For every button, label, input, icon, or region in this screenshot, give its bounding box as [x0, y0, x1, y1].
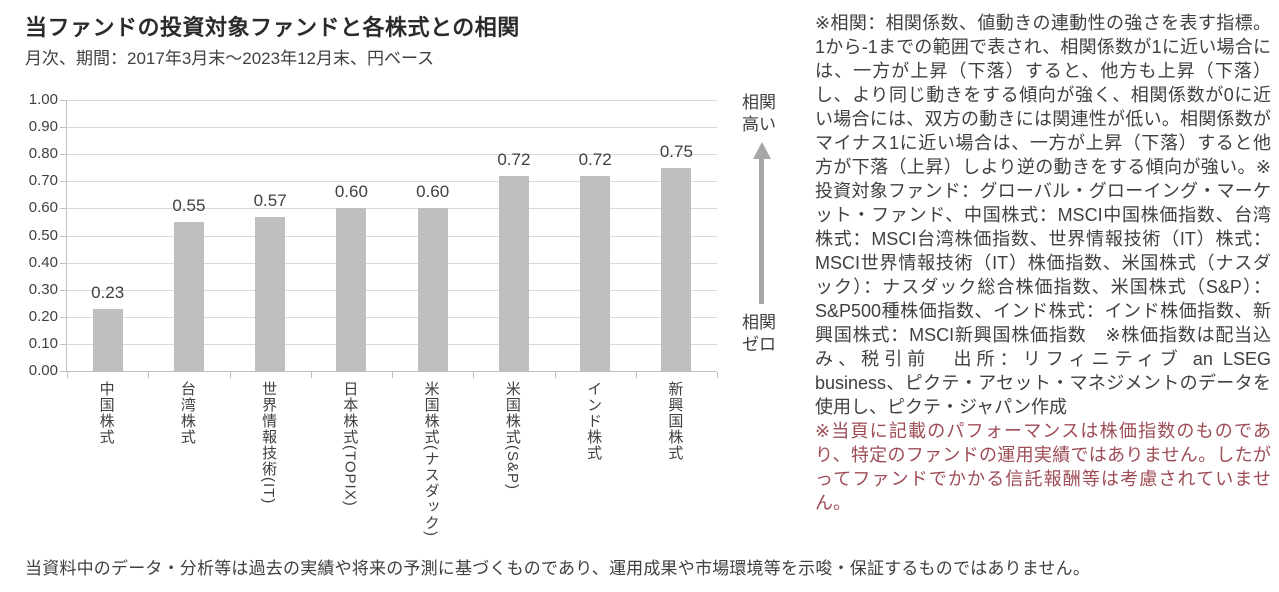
- gridline: [67, 343, 717, 345]
- bar: [661, 167, 692, 371]
- notes-text: ※相関：相関係数、値動きの連動性の強さを表す指標。1から-1までの範囲で表され、…: [815, 13, 1271, 417]
- y-axis-tick: [60, 371, 66, 372]
- gridline: [67, 154, 717, 156]
- gridline: [67, 289, 717, 291]
- bar-value-label: 0.60: [334, 182, 368, 202]
- x-axis-category-label: 米国株式(S&P): [503, 381, 521, 491]
- y-axis-label: 0.50: [28, 226, 58, 244]
- bar: [173, 221, 204, 371]
- y-axis-label: 0.20: [28, 307, 58, 325]
- x-axis-tick: [392, 372, 393, 378]
- y-axis-tick: [60, 208, 66, 210]
- y-axis-tick: [60, 154, 66, 156]
- bar-value-label: 0.72: [497, 149, 531, 169]
- y-axis-tick: [60, 127, 66, 129]
- gridline: [67, 316, 717, 318]
- x-axis-tick: [229, 372, 231, 378]
- bar-value-label: 0.75: [659, 141, 693, 161]
- gridline: [67, 127, 717, 129]
- chart-subtitle: 月次、期間：2017年3月末～2023年12月末、円ベース: [25, 49, 435, 68]
- y-axis-tick: [60, 316, 66, 318]
- x-axis-tick: [473, 372, 475, 378]
- up-arrow-shaft: [759, 158, 764, 304]
- y-axis-label: 0.80: [28, 145, 58, 163]
- y-axis-tick: [60, 235, 66, 237]
- x-axis-tick: [148, 372, 150, 378]
- x-axis-tick: [717, 372, 718, 378]
- bar-value-label: 0.60: [416, 182, 450, 202]
- bar: [92, 308, 123, 371]
- x-axis-tick: [310, 372, 312, 378]
- bar: [255, 216, 286, 371]
- gridline: [67, 235, 717, 237]
- y-axis-label: 0.30: [28, 280, 58, 298]
- correlation-high-label: 相関高い: [742, 93, 776, 134]
- x-axis-category-label: 日本株式(TOPIX): [341, 381, 359, 507]
- gridline: [67, 262, 717, 264]
- y-axis-label: 0.60: [28, 199, 58, 217]
- x-axis-category-label: 世界情報技術(IT): [260, 381, 278, 505]
- gridline: [67, 181, 717, 183]
- page-title: 当ファンドの投資対象ファンドと各株式との相関: [25, 15, 520, 40]
- bar: [417, 208, 448, 371]
- y-axis-tick: [60, 100, 66, 101]
- x-axis-tick: [554, 372, 556, 378]
- bar: [498, 175, 529, 371]
- y-axis-label: 0.10: [28, 334, 58, 352]
- gridline: [67, 100, 717, 101]
- correlation-bar-chart: 0.23 0.55 0.57 0.60 0.60 0.72 0.72 0.75 1.00 0.9…: [28, 91, 718, 537]
- y-axis-label: 0.00: [28, 362, 58, 379]
- notes-panel: ※相関：相関係数、値動きの連動性の強さを表す指標。1から-1までの範囲で表され、…: [815, 11, 1271, 515]
- bar: [580, 175, 611, 371]
- x-axis-category-label: 新興国株式: [666, 381, 684, 461]
- up-arrow-icon: [753, 142, 771, 159]
- bar-value-label: 0.23: [91, 282, 125, 302]
- y-axis-label: 0.90: [28, 118, 58, 136]
- disclaimer-red-text: ※当頁に記載のパフォーマンスは株価指数のものであり、特定のファンドの運用実績では…: [815, 421, 1271, 513]
- correlation-zero-label: 相関ゼロ: [742, 313, 776, 354]
- footer-disclaimer: 当資料中のデータ・分析等は過去の実績や将来の予測に基づくものであり、運用成果や市…: [25, 559, 1091, 578]
- y-axis-tick: [60, 262, 66, 264]
- x-axis-category-label: 米国株式(ナスダック): [422, 381, 440, 537]
- y-axis-tick: [60, 343, 66, 345]
- plot-area: 0.23 0.55 0.57 0.60 0.60 0.72 0.72 0.75: [60, 100, 718, 378]
- y-axis-label: 0.40: [28, 253, 58, 271]
- y-axis-label: 0.70: [28, 172, 58, 190]
- x-axis-category-label: 中国株式: [97, 381, 115, 445]
- y-axis-tick: [60, 289, 66, 291]
- x-axis-category-label: 台湾株式: [178, 381, 196, 445]
- y-axis-label: 1.00: [28, 91, 58, 108]
- bar: [336, 208, 367, 371]
- bar-value-label: 0.72: [578, 149, 612, 169]
- y-axis-tick: [60, 181, 66, 183]
- x-axis-tick: [67, 372, 68, 378]
- x-axis-category-label: インド株式: [585, 381, 603, 461]
- bar-value-label: 0.55: [172, 195, 206, 215]
- bar-value-label: 0.57: [253, 190, 287, 210]
- gridline: [67, 208, 717, 210]
- x-axis-tick: [635, 372, 637, 378]
